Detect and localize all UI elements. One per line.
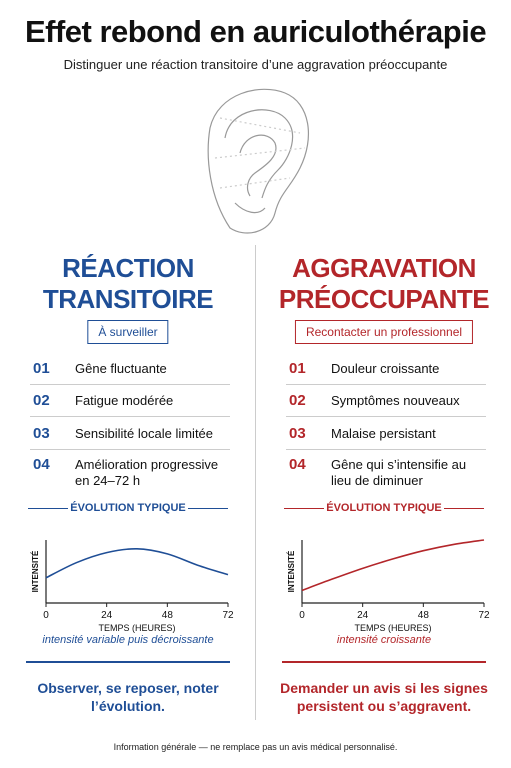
x-axis-label: TEMPS (HEURES)	[354, 623, 431, 633]
list-item: 04 Gêne qui s’intensifie au lieu de dimin…	[289, 457, 489, 489]
item-number: 02	[33, 392, 50, 409]
item-text: Fatigue modérée	[75, 393, 174, 408]
separator	[286, 416, 486, 417]
item-text: Malaise persistant	[331, 426, 436, 441]
ear-illustration	[207, 88, 309, 234]
list-item: 01 Gêne fluctuante	[33, 361, 233, 377]
x-tick-label: 24	[357, 610, 369, 621]
list-item: 03 Sensibilité locale limitée	[33, 426, 233, 442]
item-number: 02	[289, 392, 306, 409]
subtitle: Distinguer une réaction transitoire d’un…	[63, 57, 448, 72]
list-item: 02 Symptômes nouveaux	[289, 393, 489, 409]
rule	[26, 661, 230, 663]
list-item: 02 Fatigue modérée	[33, 393, 233, 409]
panel-title: AGGRAVATION PRÉOCCUPANTE	[278, 253, 490, 314]
footer: Information générale — ne remplace pas u…	[113, 742, 398, 752]
separator	[30, 384, 230, 385]
list-item: 01 Douleur croissante	[289, 361, 489, 377]
item-number: 04	[289, 456, 306, 473]
item-text: Sensibilité locale limitée	[75, 426, 214, 441]
chart: 0 24 48 72 TEMPS (HEURES) INTENSITÉ	[31, 540, 234, 633]
conclusion: Demander un avis si les signes persisten…	[280, 680, 488, 714]
badge: À surveiller	[87, 320, 169, 344]
panel-title: RÉACTION TRANSITOIRE	[42, 253, 214, 314]
item-text: Amélioration progressive en 24–72 h	[75, 457, 219, 488]
x-tick-label: 72	[222, 610, 234, 621]
item-text: Gêne fluctuante	[75, 361, 167, 376]
y-axis-label: INTENSITÉ	[31, 550, 40, 592]
title: Effet rebond en auriculothérapie	[24, 14, 487, 49]
x-tick-label: 0	[43, 610, 49, 621]
divider	[255, 245, 256, 720]
item-number: 01	[289, 360, 306, 377]
item-number: 01	[33, 360, 50, 377]
x-tick-label: 72	[478, 610, 490, 621]
line	[301, 539, 485, 592]
badge: Recontacter un professionnel	[294, 320, 474, 344]
item-number: 03	[289, 425, 306, 442]
item-number: 04	[33, 456, 50, 473]
section-title: ÉVOLUTION TYPIQUE	[68, 502, 188, 514]
item-number: 03	[33, 425, 50, 442]
x-axis-label: TEMPS (HEURES)	[98, 623, 175, 633]
item-text: Gêne qui s’intensifie au lieu de diminue…	[331, 457, 467, 488]
separator	[286, 384, 486, 385]
list-item: 03 Malaise persistant	[289, 426, 489, 442]
caption: intensité variable puis décroissante	[42, 634, 214, 646]
x-tick-label: 48	[162, 610, 174, 621]
chart: 0 24 48 72 TEMPS (HEURES) INTENSITÉ	[287, 539, 490, 633]
x-tick-label: 0	[299, 610, 305, 621]
list-item: 04 Amélioration progressive en 24–72 h	[33, 457, 233, 489]
caption: intensité croissante	[336, 634, 432, 646]
separator	[30, 449, 230, 450]
separator	[286, 449, 486, 450]
rule	[282, 661, 486, 663]
item-text: Symptômes nouveaux	[331, 393, 460, 408]
conclusion: Observer, se reposer, noter l’évolution.	[37, 680, 219, 714]
y-axis-label: INTENSITÉ	[287, 550, 296, 592]
section-title: ÉVOLUTION TYPIQUE	[324, 502, 444, 514]
separator	[30, 416, 230, 417]
x-tick-label: 24	[101, 610, 113, 621]
x-tick-label: 48	[418, 610, 430, 621]
item-text: Douleur croissante	[331, 361, 440, 376]
line	[45, 548, 229, 579]
